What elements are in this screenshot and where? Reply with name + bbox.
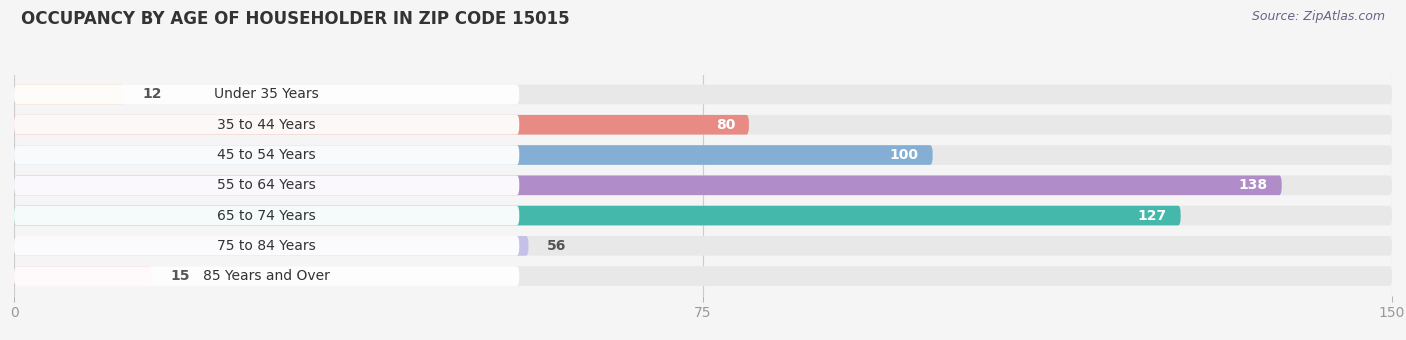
FancyBboxPatch shape xyxy=(14,115,749,135)
FancyBboxPatch shape xyxy=(14,266,152,286)
FancyBboxPatch shape xyxy=(14,85,124,104)
Text: 138: 138 xyxy=(1239,178,1268,192)
FancyBboxPatch shape xyxy=(14,85,1392,104)
FancyBboxPatch shape xyxy=(14,266,1392,286)
FancyBboxPatch shape xyxy=(14,266,519,286)
Text: 55 to 64 Years: 55 to 64 Years xyxy=(218,178,316,192)
FancyBboxPatch shape xyxy=(14,85,519,104)
Text: 127: 127 xyxy=(1137,208,1167,223)
FancyBboxPatch shape xyxy=(14,206,519,225)
FancyBboxPatch shape xyxy=(14,145,519,165)
Text: 75 to 84 Years: 75 to 84 Years xyxy=(218,239,316,253)
FancyBboxPatch shape xyxy=(14,236,1392,256)
Text: 45 to 54 Years: 45 to 54 Years xyxy=(218,148,316,162)
Text: Source: ZipAtlas.com: Source: ZipAtlas.com xyxy=(1251,10,1385,23)
FancyBboxPatch shape xyxy=(14,145,932,165)
FancyBboxPatch shape xyxy=(14,145,1392,165)
Text: 80: 80 xyxy=(716,118,735,132)
Text: 35 to 44 Years: 35 to 44 Years xyxy=(218,118,316,132)
FancyBboxPatch shape xyxy=(14,115,519,135)
Text: 15: 15 xyxy=(170,269,190,283)
FancyBboxPatch shape xyxy=(14,175,1282,195)
Text: 12: 12 xyxy=(142,87,162,101)
Text: 85 Years and Over: 85 Years and Over xyxy=(204,269,330,283)
FancyBboxPatch shape xyxy=(14,236,519,256)
Text: Under 35 Years: Under 35 Years xyxy=(214,87,319,101)
FancyBboxPatch shape xyxy=(14,175,519,195)
FancyBboxPatch shape xyxy=(14,236,529,256)
FancyBboxPatch shape xyxy=(14,115,1392,135)
Text: 65 to 74 Years: 65 to 74 Years xyxy=(218,208,316,223)
FancyBboxPatch shape xyxy=(14,206,1181,225)
FancyBboxPatch shape xyxy=(14,206,1392,225)
Text: 56: 56 xyxy=(547,239,567,253)
FancyBboxPatch shape xyxy=(14,175,1392,195)
Text: OCCUPANCY BY AGE OF HOUSEHOLDER IN ZIP CODE 15015: OCCUPANCY BY AGE OF HOUSEHOLDER IN ZIP C… xyxy=(21,10,569,28)
Text: 100: 100 xyxy=(890,148,920,162)
